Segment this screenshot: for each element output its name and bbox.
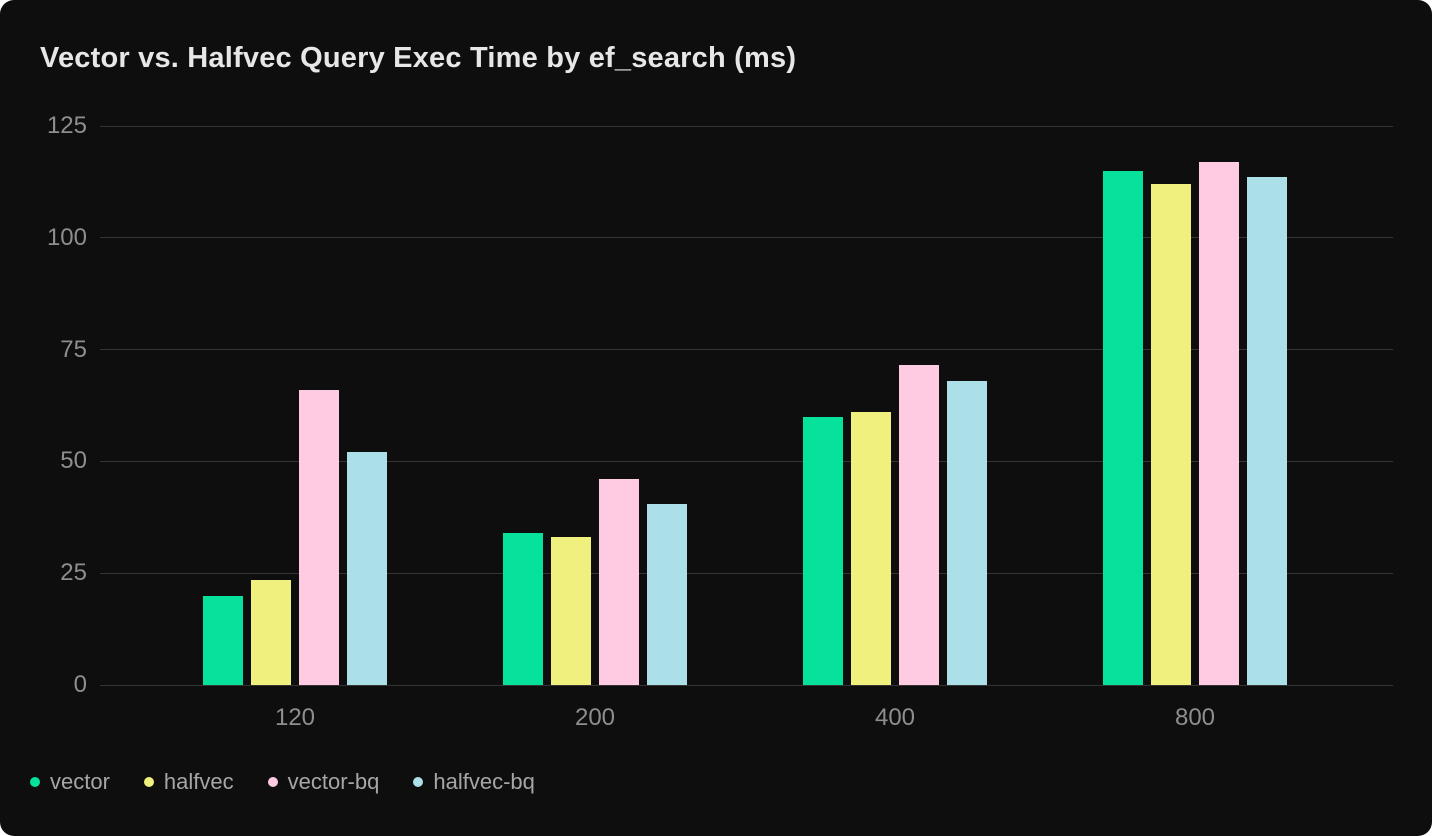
- bar-vector-800: [1103, 170, 1143, 685]
- bar-vector-bq-200: [599, 479, 639, 685]
- y-tick-label-25: 25: [60, 559, 87, 587]
- y-tick-label-125: 125: [46, 112, 87, 139]
- bar-vector-bq-400: [899, 365, 939, 685]
- legend-item-vector[interactable]: vector: [30, 769, 110, 795]
- x-tick-label-800: 800: [1174, 704, 1216, 731]
- bar-vector-120: [203, 595, 243, 685]
- legend-item-halfvec[interactable]: halfvec: [143, 769, 234, 795]
- bar-vector-200: [503, 532, 543, 685]
- gridline-y0: [100, 684, 1393, 686]
- bar-group-800: [1103, 126, 1287, 685]
- bar-halfvec-120: [251, 579, 291, 685]
- bar-vector-400: [803, 416, 843, 685]
- bar-group-400: [803, 126, 987, 685]
- legend-dot-icon: [267, 777, 278, 787]
- y-tick-label-0: 0: [73, 671, 87, 698]
- legend-dot-icon: [413, 777, 424, 787]
- bar-halfvec-800: [1151, 184, 1191, 685]
- bar-group-120: [203, 126, 387, 685]
- legend-label: halfvec: [163, 769, 234, 794]
- legend-dot-icon: [143, 777, 154, 787]
- bar-halfvec-400: [851, 412, 891, 685]
- legend-label: vector-bq: [287, 769, 380, 794]
- bar-halfvec-200: [551, 537, 591, 685]
- bar-halfvec-bq-800: [1247, 177, 1287, 685]
- y-tick-label-75: 75: [60, 335, 87, 363]
- x-tick-label-200: 200: [574, 704, 616, 731]
- y-tick-label-100: 100: [46, 223, 87, 251]
- gridline-y75: [100, 349, 1393, 351]
- legend-label: halfvec-bq: [433, 769, 535, 794]
- legend-item-halfvec-bq[interactable]: halfvec-bq: [413, 769, 535, 795]
- chart-title: Vector vs. Halfvec Query Exec Time by ef…: [40, 42, 797, 74]
- legend: vector halfvec vector-bq halfvec-bq: [30, 769, 535, 795]
- legend-dot-icon: [30, 777, 40, 787]
- gridline-y25: [100, 572, 1393, 574]
- y-tick-label-50: 50: [60, 447, 87, 475]
- bar-halfvec-bq-400: [947, 380, 987, 685]
- x-tick-label-400: 400: [874, 704, 916, 731]
- legend-label: vector: [50, 769, 110, 794]
- bar-vector-bq-120: [299, 389, 339, 685]
- gridline-y125: [100, 125, 1393, 127]
- gridline-y50: [100, 460, 1393, 462]
- gridline-y100: [100, 237, 1393, 239]
- bar-vector-bq-800: [1199, 161, 1239, 685]
- plot-area: [100, 125, 1393, 686]
- bar-halfvec-bq-200: [647, 503, 687, 685]
- x-tick-label-120: 120: [274, 704, 316, 731]
- bar-halfvec-bq-120: [347, 452, 387, 685]
- legend-item-vector-bq[interactable]: vector-bq: [267, 769, 380, 795]
- bar-group-200: [503, 126, 687, 685]
